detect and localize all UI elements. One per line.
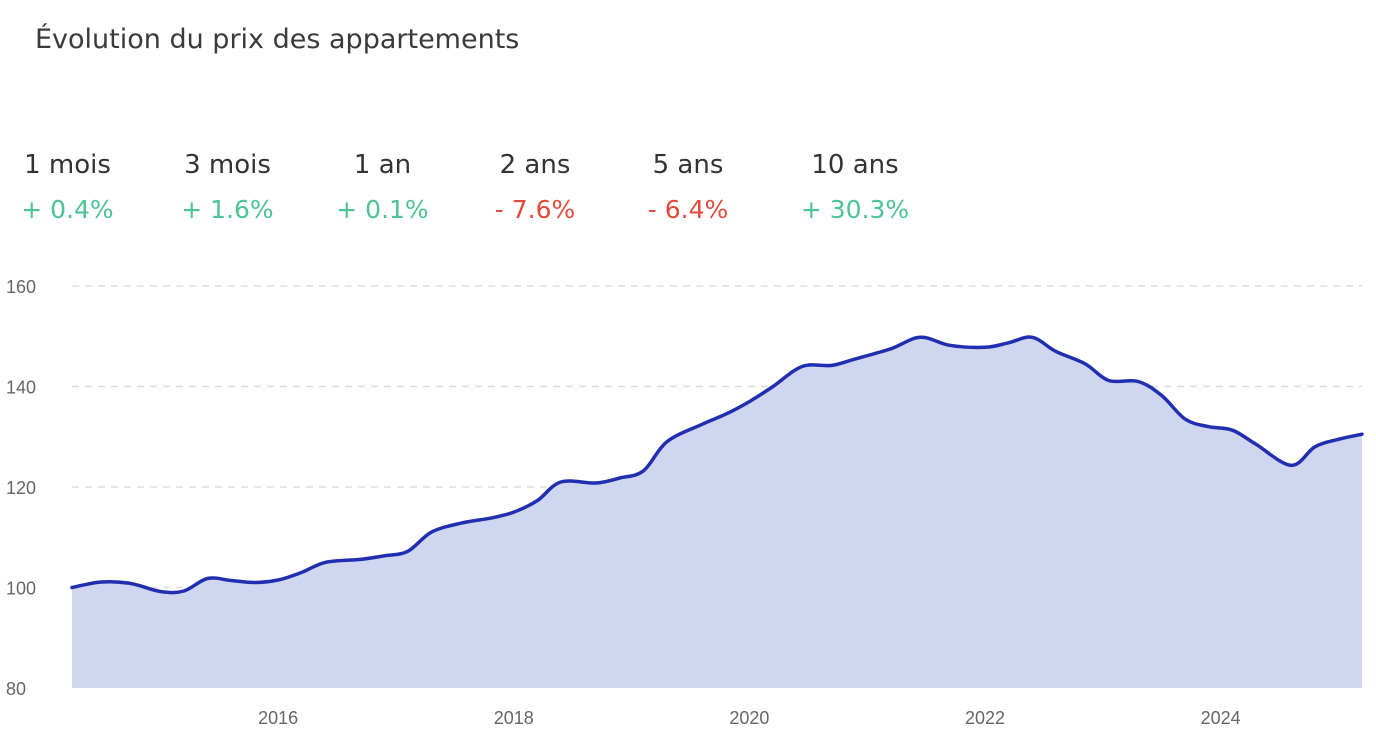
stat-3-months: 3 mois + 1.6% <box>170 150 285 224</box>
price-change-summary: 1 mois + 0.4% 3 mois + 1.6% 1 an + 0.1% … <box>0 150 960 240</box>
stat-period-label: 5 ans <box>652 150 724 180</box>
stat-1-month: 1 mois + 0.4% <box>15 150 120 224</box>
stat-change-value: - 7.6% <box>494 195 576 224</box>
stat-2-years: 2 ans - 7.6% <box>480 150 590 224</box>
stat-period-label: 3 mois <box>184 150 271 180</box>
chart-title: Évolution du prix des appartements <box>35 24 520 55</box>
x-tick-label: 2024 <box>1201 708 1241 728</box>
x-tick-label: 2018 <box>494 708 534 728</box>
stat-10-years: 10 ans + 30.3% <box>790 150 920 224</box>
stat-change-value: - 6.4% <box>647 195 729 224</box>
stat-change-value: + 0.4% <box>21 195 114 224</box>
y-tick-label: 100 <box>6 579 36 599</box>
stat-5-years: 5 ans - 6.4% <box>633 150 743 224</box>
series-line <box>70 335 1364 595</box>
stat-change-value: + 1.6% <box>181 195 274 224</box>
stat-period-label: 1 an <box>353 150 412 180</box>
stat-period-label: 2 ans <box>499 150 571 180</box>
stat-change-value: + 0.1% <box>336 195 429 224</box>
x-tick-label: 2016 <box>258 708 298 728</box>
stat-period-label: 10 ans <box>811 150 899 180</box>
stat-change-value: + 30.3% <box>800 195 910 224</box>
stat-period-label: 1 mois <box>24 150 111 180</box>
stat-1-year: 1 an + 0.1% <box>330 150 435 224</box>
x-tick-label: 2020 <box>729 708 769 728</box>
y-tick-label: 140 <box>6 378 36 398</box>
y-tick-label: 120 <box>6 478 36 498</box>
y-tick-label: 160 <box>6 277 36 297</box>
y-tick-label: 80 <box>6 679 26 699</box>
x-tick-label: 2022 <box>965 708 1005 728</box>
series-area <box>72 337 1362 688</box>
